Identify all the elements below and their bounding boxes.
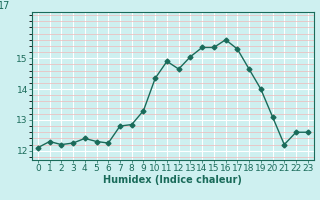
Text: 17: 17 (0, 1, 11, 11)
X-axis label: Humidex (Indice chaleur): Humidex (Indice chaleur) (103, 175, 242, 185)
